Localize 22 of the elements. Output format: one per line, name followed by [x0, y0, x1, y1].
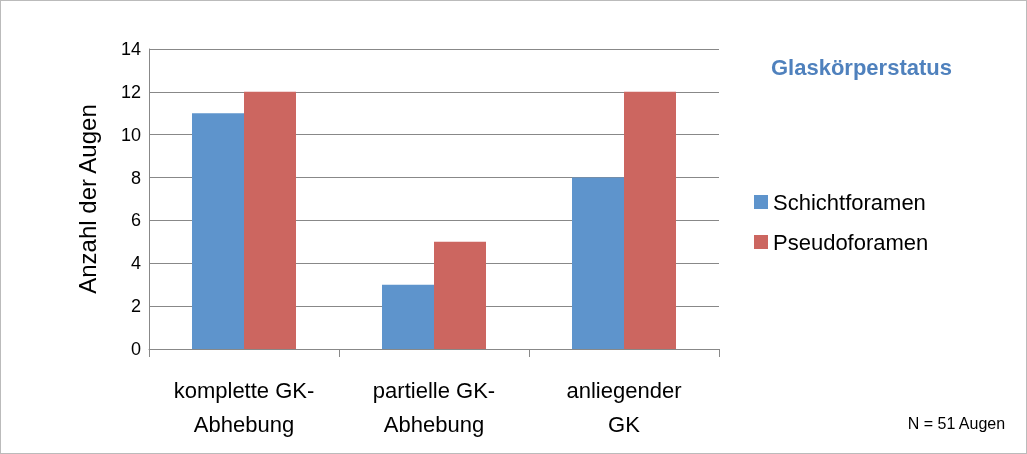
text: Glaskörperstatus	[771, 54, 952, 80]
y-tick-label: 12	[120, 81, 141, 102]
y-tick-label: 6	[130, 210, 141, 231]
y-tick-label: 10	[120, 124, 141, 145]
x-tick-label: komplette GK- Abhebung	[173, 377, 315, 437]
bar	[572, 177, 624, 349]
text: N = 51 Augen	[907, 414, 1006, 432]
x-tick-label: partielle GK- Abhebung	[372, 377, 496, 437]
y-tick-label: 2	[130, 296, 141, 317]
legend-label: Schichtforamen	[773, 189, 926, 215]
legend-label: Pseudoforamen	[773, 229, 929, 255]
x-tick-label: anliegender GK	[566, 377, 682, 437]
y-tick-label: 4	[130, 253, 141, 274]
y-tick-label: 8	[130, 167, 141, 188]
y-axis-title: Anzahl der Augen	[73, 104, 101, 294]
y-tick-label: 14	[120, 39, 141, 59]
bar	[382, 284, 434, 349]
bar	[434, 241, 486, 349]
bar	[624, 91, 676, 349]
bar	[192, 113, 244, 349]
y-tick-label: 0	[130, 339, 141, 359]
bar	[244, 91, 296, 349]
